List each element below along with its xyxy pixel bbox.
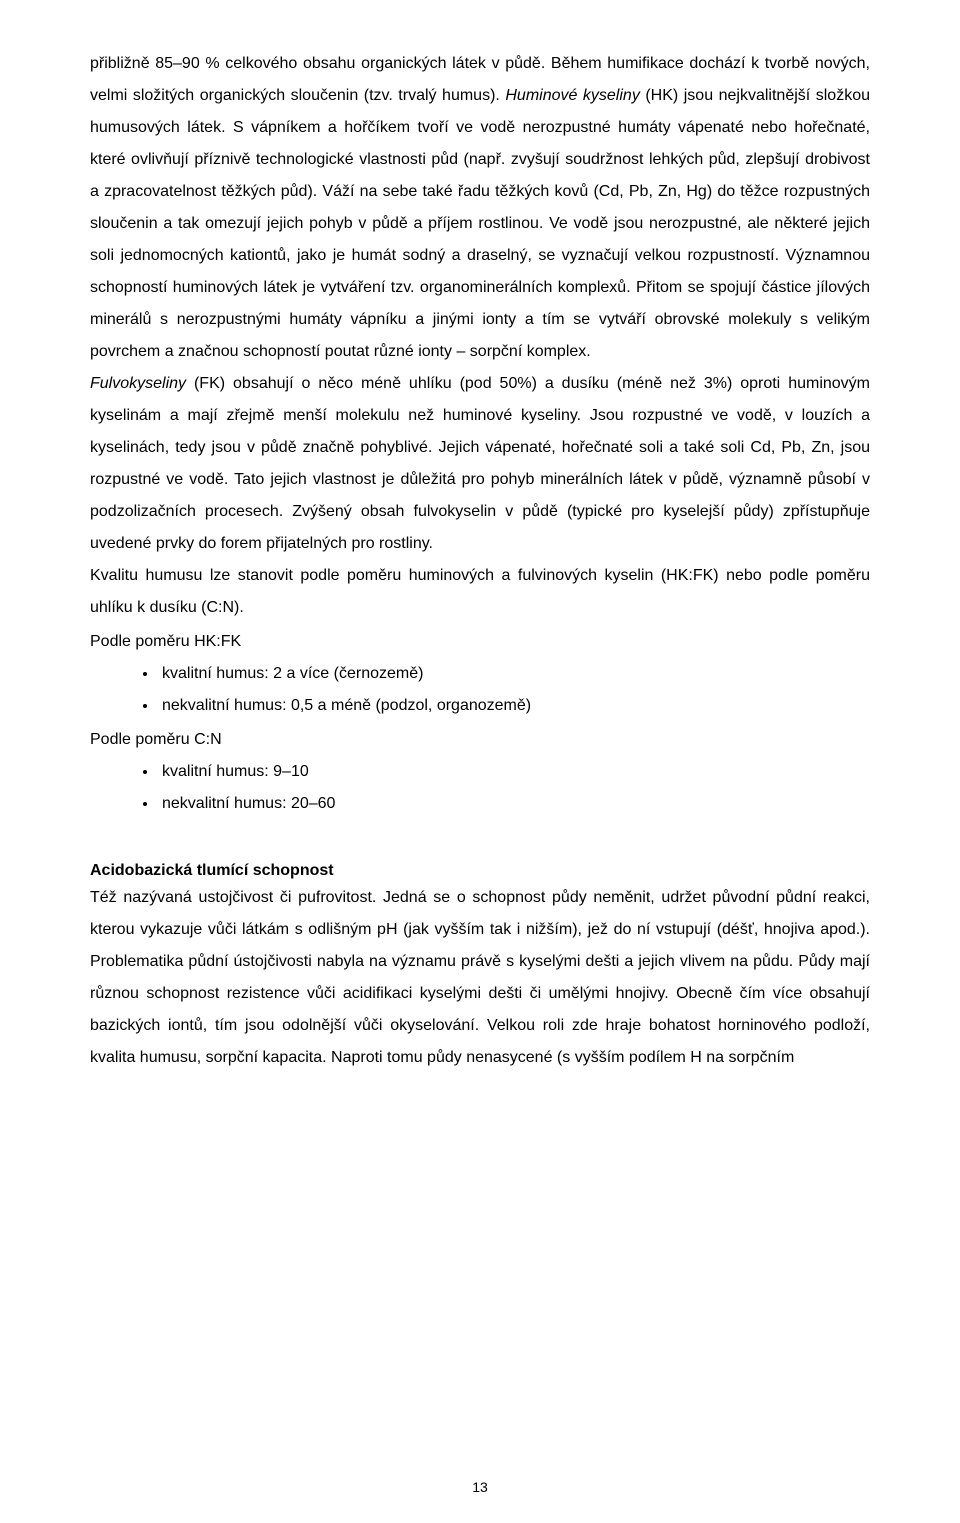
page-container: přibližně 85–90 % celkového obsahu organ…	[0, 0, 960, 1523]
para2-seg1: (FK) obsahují o něco méně uhlíku (pod 50…	[90, 375, 870, 552]
hkfk-list: kvalitní humus: 2 a více (černozemě) nek…	[130, 658, 870, 722]
page-number: 13	[0, 1479, 960, 1495]
para2-em1: Fulvokyseliny	[90, 375, 186, 392]
paragraph-1: přibližně 85–90 % celkového obsahu organ…	[90, 48, 870, 368]
paragraph-2: Fulvokyseliny (FK) obsahují o něco méně …	[90, 368, 870, 560]
cn-list: kvalitní humus: 9–10 nekvalitní humus: 2…	[130, 756, 870, 820]
paragraph-4: Též nazývaná ustojčivost či pufrovitost.…	[90, 882, 870, 1074]
list-item: kvalitní humus: 9–10	[158, 756, 870, 788]
heading-acidobazicka: Acidobazická tlumící schopnost	[90, 862, 870, 880]
list-item: nekvalitní humus: 20–60	[158, 788, 870, 820]
cn-label: Podle poměru C:N	[90, 724, 870, 756]
list-item: nekvalitní humus: 0,5 a méně (podzol, or…	[158, 690, 870, 722]
para1-em1: Huminové kyseliny	[505, 87, 639, 104]
hkfk-label: Podle poměru HK:FK	[90, 626, 870, 658]
list-item: kvalitní humus: 2 a více (černozemě)	[158, 658, 870, 690]
para1-seg2: (HK) jsou nejkvalitnější složkou humusov…	[90, 87, 870, 360]
paragraph-3: Kvalitu humusu lze stanovit podle poměru…	[90, 560, 870, 624]
